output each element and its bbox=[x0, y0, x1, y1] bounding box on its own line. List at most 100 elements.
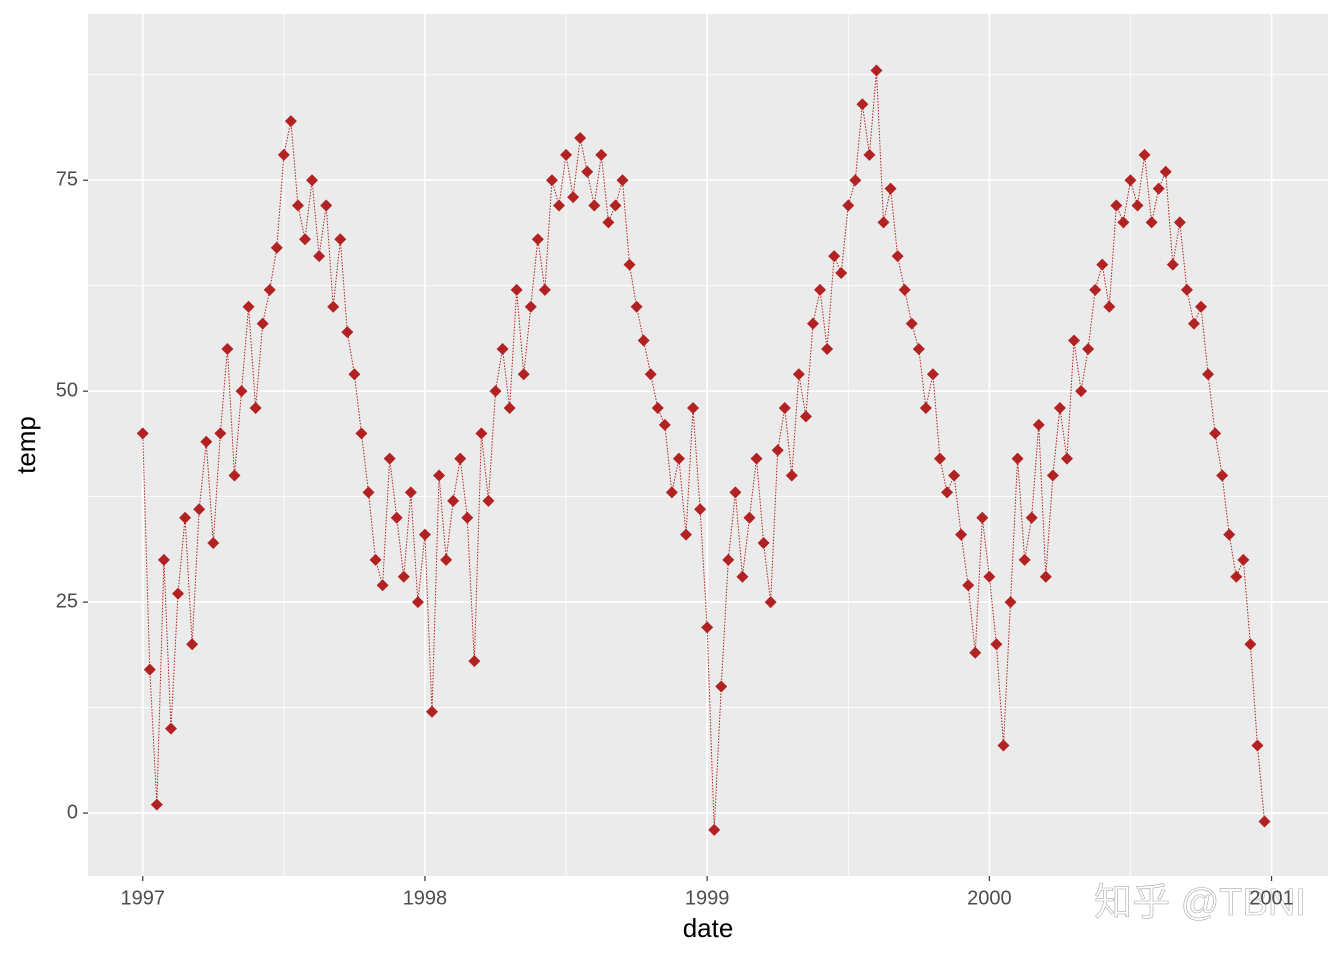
point bbox=[1046, 469, 1059, 482]
point bbox=[348, 368, 361, 381]
point bbox=[623, 258, 636, 271]
point bbox=[411, 596, 424, 609]
point bbox=[143, 663, 156, 676]
point bbox=[785, 469, 798, 482]
x-tick-label: 1999 bbox=[685, 887, 730, 909]
x-axis-title: date bbox=[683, 913, 734, 943]
point bbox=[510, 283, 523, 296]
point bbox=[806, 317, 819, 330]
point bbox=[207, 537, 220, 550]
point bbox=[538, 283, 551, 296]
point bbox=[496, 342, 509, 355]
point bbox=[814, 283, 827, 296]
point bbox=[983, 570, 996, 583]
point bbox=[757, 537, 770, 550]
x-tick-label: 1997 bbox=[120, 887, 165, 909]
point bbox=[341, 326, 354, 339]
point bbox=[1004, 596, 1017, 609]
point bbox=[750, 452, 763, 465]
point bbox=[856, 98, 869, 111]
point bbox=[545, 174, 558, 187]
point bbox=[644, 368, 657, 381]
point bbox=[976, 511, 989, 524]
point bbox=[228, 469, 241, 482]
point bbox=[658, 418, 671, 431]
watermark: 知乎 @TBNI bbox=[1094, 882, 1306, 924]
point bbox=[327, 300, 340, 313]
point bbox=[426, 705, 439, 718]
y-tick-label: 25 bbox=[56, 590, 78, 612]
point bbox=[778, 402, 791, 415]
point bbox=[1082, 342, 1095, 355]
point bbox=[186, 638, 199, 651]
point bbox=[828, 250, 841, 263]
point bbox=[792, 368, 805, 381]
point bbox=[616, 174, 629, 187]
point bbox=[291, 199, 304, 212]
point bbox=[1145, 216, 1158, 229]
point bbox=[715, 680, 728, 693]
point bbox=[672, 452, 685, 465]
point bbox=[320, 199, 333, 212]
point bbox=[1187, 317, 1200, 330]
point bbox=[157, 553, 170, 566]
point bbox=[1096, 258, 1109, 271]
point bbox=[454, 452, 467, 465]
point bbox=[468, 655, 481, 668]
x-tick-label: 2001 bbox=[1249, 887, 1294, 909]
point bbox=[990, 638, 1003, 651]
point bbox=[242, 300, 255, 313]
point bbox=[898, 283, 911, 296]
point bbox=[475, 427, 488, 440]
point bbox=[355, 427, 368, 440]
point bbox=[1152, 182, 1165, 195]
point bbox=[1053, 402, 1066, 415]
point bbox=[891, 250, 904, 263]
point bbox=[263, 283, 276, 296]
point bbox=[665, 486, 678, 499]
point bbox=[193, 503, 206, 516]
point bbox=[214, 427, 227, 440]
point bbox=[595, 148, 608, 161]
point bbox=[1103, 300, 1116, 313]
point bbox=[334, 233, 347, 246]
point bbox=[313, 250, 326, 263]
point bbox=[1251, 739, 1264, 752]
point bbox=[651, 402, 664, 415]
point bbox=[997, 739, 1010, 752]
y-axis-title: temp bbox=[11, 416, 41, 474]
point bbox=[503, 402, 516, 415]
point bbox=[722, 553, 735, 566]
point bbox=[397, 570, 410, 583]
point bbox=[799, 410, 812, 423]
point bbox=[362, 486, 375, 499]
point bbox=[1237, 553, 1250, 566]
point bbox=[489, 385, 502, 398]
point bbox=[884, 182, 897, 195]
y-tick-label: 50 bbox=[56, 379, 78, 401]
point bbox=[517, 368, 530, 381]
point bbox=[383, 452, 396, 465]
point bbox=[447, 494, 460, 507]
point bbox=[955, 528, 968, 541]
point bbox=[150, 798, 163, 811]
point bbox=[390, 511, 403, 524]
point bbox=[729, 486, 742, 499]
point bbox=[299, 233, 312, 246]
point bbox=[609, 199, 622, 212]
point bbox=[694, 503, 707, 516]
point bbox=[588, 199, 601, 212]
point bbox=[962, 579, 975, 592]
point bbox=[1068, 334, 1081, 347]
point bbox=[376, 579, 389, 592]
x-tick-label: 1998 bbox=[403, 887, 448, 909]
point bbox=[905, 317, 918, 330]
point bbox=[877, 216, 890, 229]
point bbox=[1110, 199, 1123, 212]
x-tick-label: 2000 bbox=[967, 887, 1012, 909]
point bbox=[235, 385, 248, 398]
point bbox=[524, 300, 537, 313]
point bbox=[1209, 427, 1222, 440]
point bbox=[821, 342, 834, 355]
